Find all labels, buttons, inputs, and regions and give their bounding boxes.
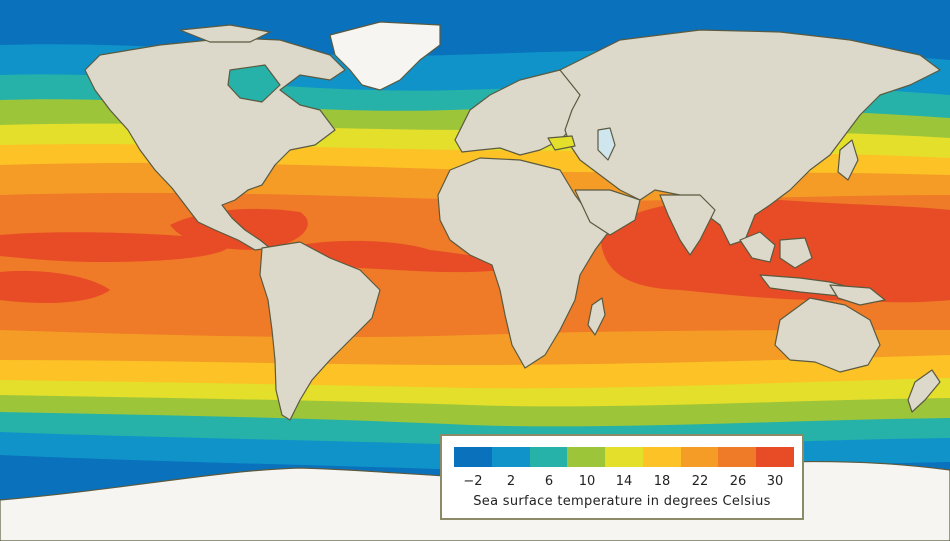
greenland — [329, 21, 441, 91]
hudson-bay — [227, 64, 281, 103]
warm-pool-atlantic — [300, 240, 500, 273]
legend-swatch-22 — [680, 447, 719, 467]
australia — [774, 297, 881, 373]
borneo — [779, 237, 813, 269]
warm-pool-pacific-east — [0, 232, 232, 262]
legend-swatch-18 — [642, 447, 681, 467]
legend-tick-label: 6 — [544, 474, 554, 489]
legend-tick-label: 22 — [691, 474, 709, 489]
legend-swatch-26 — [718, 447, 757, 467]
madagascar — [587, 297, 606, 336]
legend-tick-labels: −2 2 6 10 14 18 22 26 30 — [442, 474, 806, 494]
legend-tick-label: −2 — [463, 474, 483, 489]
legend-color-scale — [454, 447, 795, 467]
asia — [559, 29, 941, 246]
legend-swatch-6 — [529, 447, 568, 467]
india — [659, 194, 716, 256]
japan — [837, 139, 859, 181]
legend-swatch-2 — [491, 447, 530, 467]
africa — [437, 157, 611, 369]
legend-tick-label: 26 — [729, 474, 747, 489]
arabia — [574, 189, 641, 236]
legend-tick-label: 14 — [615, 474, 633, 489]
north-america — [84, 37, 346, 251]
south-america — [259, 241, 381, 421]
legend-swatch-14 — [605, 447, 643, 467]
legend-swatch-10 — [567, 447, 606, 467]
legend-tick-label: 2 — [506, 474, 516, 489]
legend-tick-label: 18 — [653, 474, 671, 489]
legend-tick-label: 30 — [766, 474, 784, 489]
warm-pool-pacific-east-lower — [0, 270, 110, 303]
black-sea — [547, 135, 576, 151]
temperature-legend: −2 2 6 10 14 18 22 26 30 Sea surface tem… — [440, 434, 804, 520]
southeast-asia — [739, 231, 776, 263]
legend-tick-label: 10 — [578, 474, 596, 489]
legend-caption: Sea surface temperature in degrees Celsi… — [473, 494, 771, 509]
caspian-sea — [597, 127, 616, 161]
arctic-islands — [179, 24, 271, 43]
new-zealand — [907, 369, 941, 413]
new-guinea — [829, 284, 886, 306]
legend-swatch-30 — [756, 447, 795, 467]
legend-swatch-neg2 — [454, 447, 492, 467]
